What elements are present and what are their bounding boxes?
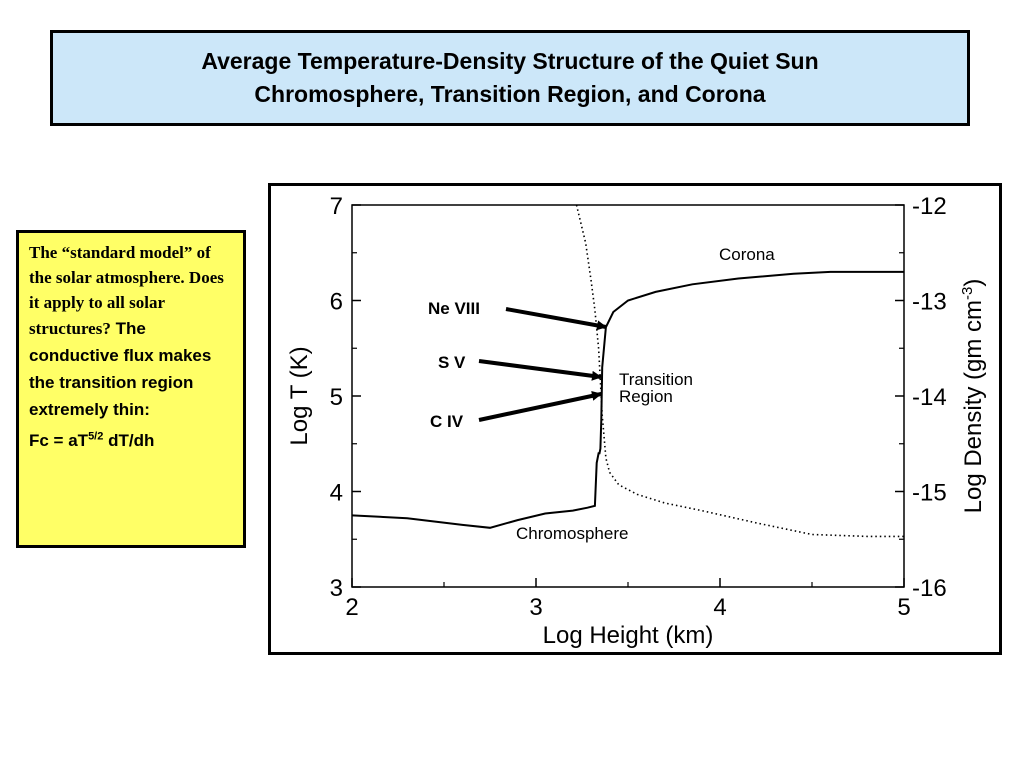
arrow-ne-viii: [505, 307, 607, 331]
formula-sup: 5/2: [88, 430, 104, 442]
y2-tick-label: -16: [912, 575, 947, 602]
y-tick-label: 7: [330, 193, 343, 220]
y2-tick-label: -14: [912, 384, 947, 411]
y-tick-label: 4: [330, 480, 343, 507]
y-axis-label: Log T (K): [286, 346, 313, 445]
y2-label-suffix: ): [960, 279, 987, 287]
y2-label-main: Log Density (gm cm: [960, 300, 987, 513]
y-tick-label: 3: [330, 575, 343, 602]
chart-frame: 2 3 4 5 3 4 5 6 7 -16 -15 -14 -13 -12 Log Height (km)…: [268, 183, 1002, 655]
y2-label-sup: -3: [959, 287, 976, 300]
slide-title: Average Temperature-Density Structure of…: [50, 30, 970, 126]
c-iv-label: C IV: [430, 412, 464, 431]
y2-tick-label: -12: [912, 193, 947, 220]
arrow-s-v: [478, 359, 602, 381]
title-line-2: Chromosphere, Transition Region, and Cor…: [254, 81, 766, 107]
ne-viii-label: Ne VIII: [428, 299, 480, 318]
y2-tick-label: -13: [912, 289, 947, 316]
region-label: Region: [619, 387, 673, 406]
series-layer: [351, 204, 904, 538]
y2-axis-label: Log Density (gm cm-3): [959, 279, 987, 514]
x-tick-label: 4: [713, 594, 726, 621]
formula-suffix: dT/dh: [103, 430, 155, 450]
corona-label: Corona: [719, 245, 775, 264]
transition-label: Transition: [619, 370, 693, 389]
arrow-c-iv: [478, 390, 602, 422]
y-tick-label: 5: [330, 384, 343, 411]
x-tick-label: 3: [529, 594, 542, 621]
note-serif-text: The “standard model” of the solar atmosp…: [29, 243, 224, 338]
y2-tick-label: -15: [912, 480, 947, 507]
formula-prefix: Fc = aT: [29, 430, 89, 450]
chromosphere-label: Chromosphere: [516, 524, 628, 543]
x-axis-label: Log Height (km): [543, 622, 714, 649]
note-box: The “standard model” of the solar atmosp…: [16, 230, 246, 548]
title-line-1: Average Temperature-Density Structure of…: [201, 48, 819, 74]
s-v-label: S V: [438, 353, 466, 372]
x-tick-label: 2: [345, 594, 358, 621]
x-tick-label: 5: [897, 594, 910, 621]
temperature-series-line: [351, 270, 904, 529]
note-sans-text: The conductive flux makes the transition…: [29, 319, 212, 419]
y-tick-label: 6: [330, 289, 343, 316]
note-formula: Fc = aT5/2 dT/dh: [29, 430, 155, 450]
